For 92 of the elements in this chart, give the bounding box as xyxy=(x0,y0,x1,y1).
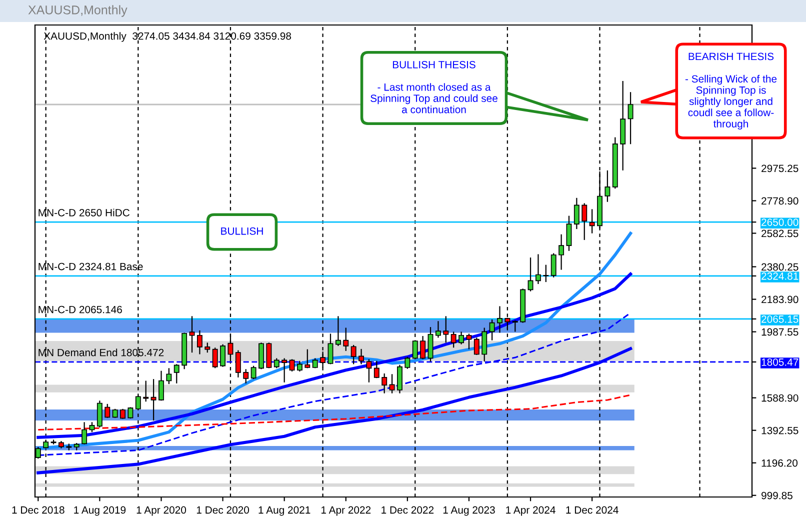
candlestick xyxy=(189,316,195,354)
candlestick xyxy=(497,306,502,334)
x-tick-label: 1 Apr 2022 xyxy=(321,506,371,516)
candlestick xyxy=(204,342,210,354)
candlestick xyxy=(174,364,180,384)
candlestick xyxy=(528,256,534,292)
text: BULLISH THESIS - Last month closed as a Spinning Top and could see a continuation xyxy=(370,60,498,114)
y-tick-label: 2778.90 xyxy=(762,197,798,205)
candlestick xyxy=(212,347,218,369)
candlestick xyxy=(120,408,126,420)
candlestick xyxy=(574,197,580,230)
ref-line-label: MN Demand End 1805.472 xyxy=(38,348,164,356)
candlestick xyxy=(220,344,226,368)
candlestick xyxy=(358,348,364,365)
candlestick xyxy=(535,254,541,285)
candlestick xyxy=(543,264,549,283)
candlestick xyxy=(450,331,456,348)
y-tick-label: 999.85 xyxy=(762,492,792,500)
candlestick xyxy=(235,350,241,378)
candlestick xyxy=(550,252,556,278)
candlestick xyxy=(566,215,572,252)
x-tick-label: 1 Aug 2019 xyxy=(74,506,126,516)
candlestick xyxy=(420,335,426,360)
candlestick xyxy=(89,422,95,433)
candlestick xyxy=(282,358,288,383)
y-tick-label: 2324.81 xyxy=(762,272,798,280)
candlestick xyxy=(382,372,388,394)
y-tick-label: 1392.55 xyxy=(762,426,798,434)
candlestick xyxy=(458,331,464,345)
annotation: BULLISH xyxy=(221,227,263,235)
x-tick-label: 1 Dec 2024 xyxy=(566,506,618,514)
candlestick xyxy=(150,378,156,422)
candlestick xyxy=(389,374,395,394)
candlestick xyxy=(96,400,102,428)
x-tick-label: 1 Dec 2022 xyxy=(382,506,434,514)
candlestick xyxy=(558,234,564,270)
candlestick xyxy=(82,422,88,445)
y-tick-label: 2380.25 xyxy=(762,263,798,271)
candlestick xyxy=(366,358,372,383)
candlestick xyxy=(350,344,356,365)
candlestick xyxy=(343,327,349,352)
candlestick xyxy=(412,340,418,360)
y-tick-label: 2582.55 xyxy=(762,230,798,238)
y-tick-label: 2183.90 xyxy=(762,296,798,304)
line-series xyxy=(37,394,632,431)
candlestick xyxy=(512,320,518,332)
candlestick xyxy=(443,316,449,344)
candlestick xyxy=(250,365,256,380)
candlestick xyxy=(435,320,441,338)
candlestick xyxy=(196,330,202,355)
candlestick xyxy=(296,360,302,372)
candlestick xyxy=(604,170,610,202)
candlestick xyxy=(404,356,410,370)
candlestick xyxy=(582,202,588,241)
chart-title: XAUUSD,Monthly xyxy=(28,5,128,17)
ref-line-label: MN-C-D 2324.81 Base xyxy=(38,262,143,270)
candlestick xyxy=(104,403,110,418)
candlestick xyxy=(335,316,341,347)
candlestick xyxy=(474,337,480,356)
candlestick xyxy=(482,327,488,362)
x-tick-label: 1 Apr 2020 xyxy=(136,506,186,516)
candlestick xyxy=(397,364,402,394)
candlestick xyxy=(266,342,272,369)
x-tick-label: 1 Aug 2021 xyxy=(258,506,310,516)
y-tick-label: 1987.55 xyxy=(762,328,798,336)
y-tick-label: 1805.47 xyxy=(762,358,798,366)
candlestick xyxy=(428,326,434,362)
text: BEARISH THESIS - Selling Wick of the Spinning Top is slightly longer and coudl see a follow- through xyxy=(685,52,777,130)
y-tick-label: 1588.90 xyxy=(762,394,798,402)
candlestick xyxy=(166,368,172,385)
y-tick-label: 1196.20 xyxy=(762,459,798,467)
y-tick-label: 2065.15 xyxy=(762,315,798,323)
candlestick xyxy=(274,358,280,369)
candlestick xyxy=(628,92,634,145)
candlestick xyxy=(466,333,472,350)
ref-line-label: MN-C-D 2650 HiDC xyxy=(38,208,130,216)
candlestick xyxy=(489,318,495,341)
annotation: XAUUSD,Monthly 3274.05 3434.84 3120.69 3359.98 xyxy=(44,32,292,42)
x-tick-label: 1 Dec 2018 xyxy=(12,506,64,514)
candlestick xyxy=(243,368,249,384)
y-tick-label: 2650.00 xyxy=(762,218,798,226)
candlestick xyxy=(589,208,595,234)
candlestick xyxy=(328,333,334,365)
candlestick xyxy=(289,358,295,372)
candlestick xyxy=(158,370,164,402)
candlestick xyxy=(304,348,310,369)
x-tick-label: 1 Apr 2024 xyxy=(506,506,556,516)
x-tick-label: 1 Aug 2023 xyxy=(443,506,495,516)
y-tick-label: 2975.25 xyxy=(762,164,798,172)
candlestick xyxy=(374,360,380,379)
ref-line-label: MN-C-D 2065.146 xyxy=(38,306,122,314)
x-tick-label: 1 Dec 2020 xyxy=(196,506,250,514)
